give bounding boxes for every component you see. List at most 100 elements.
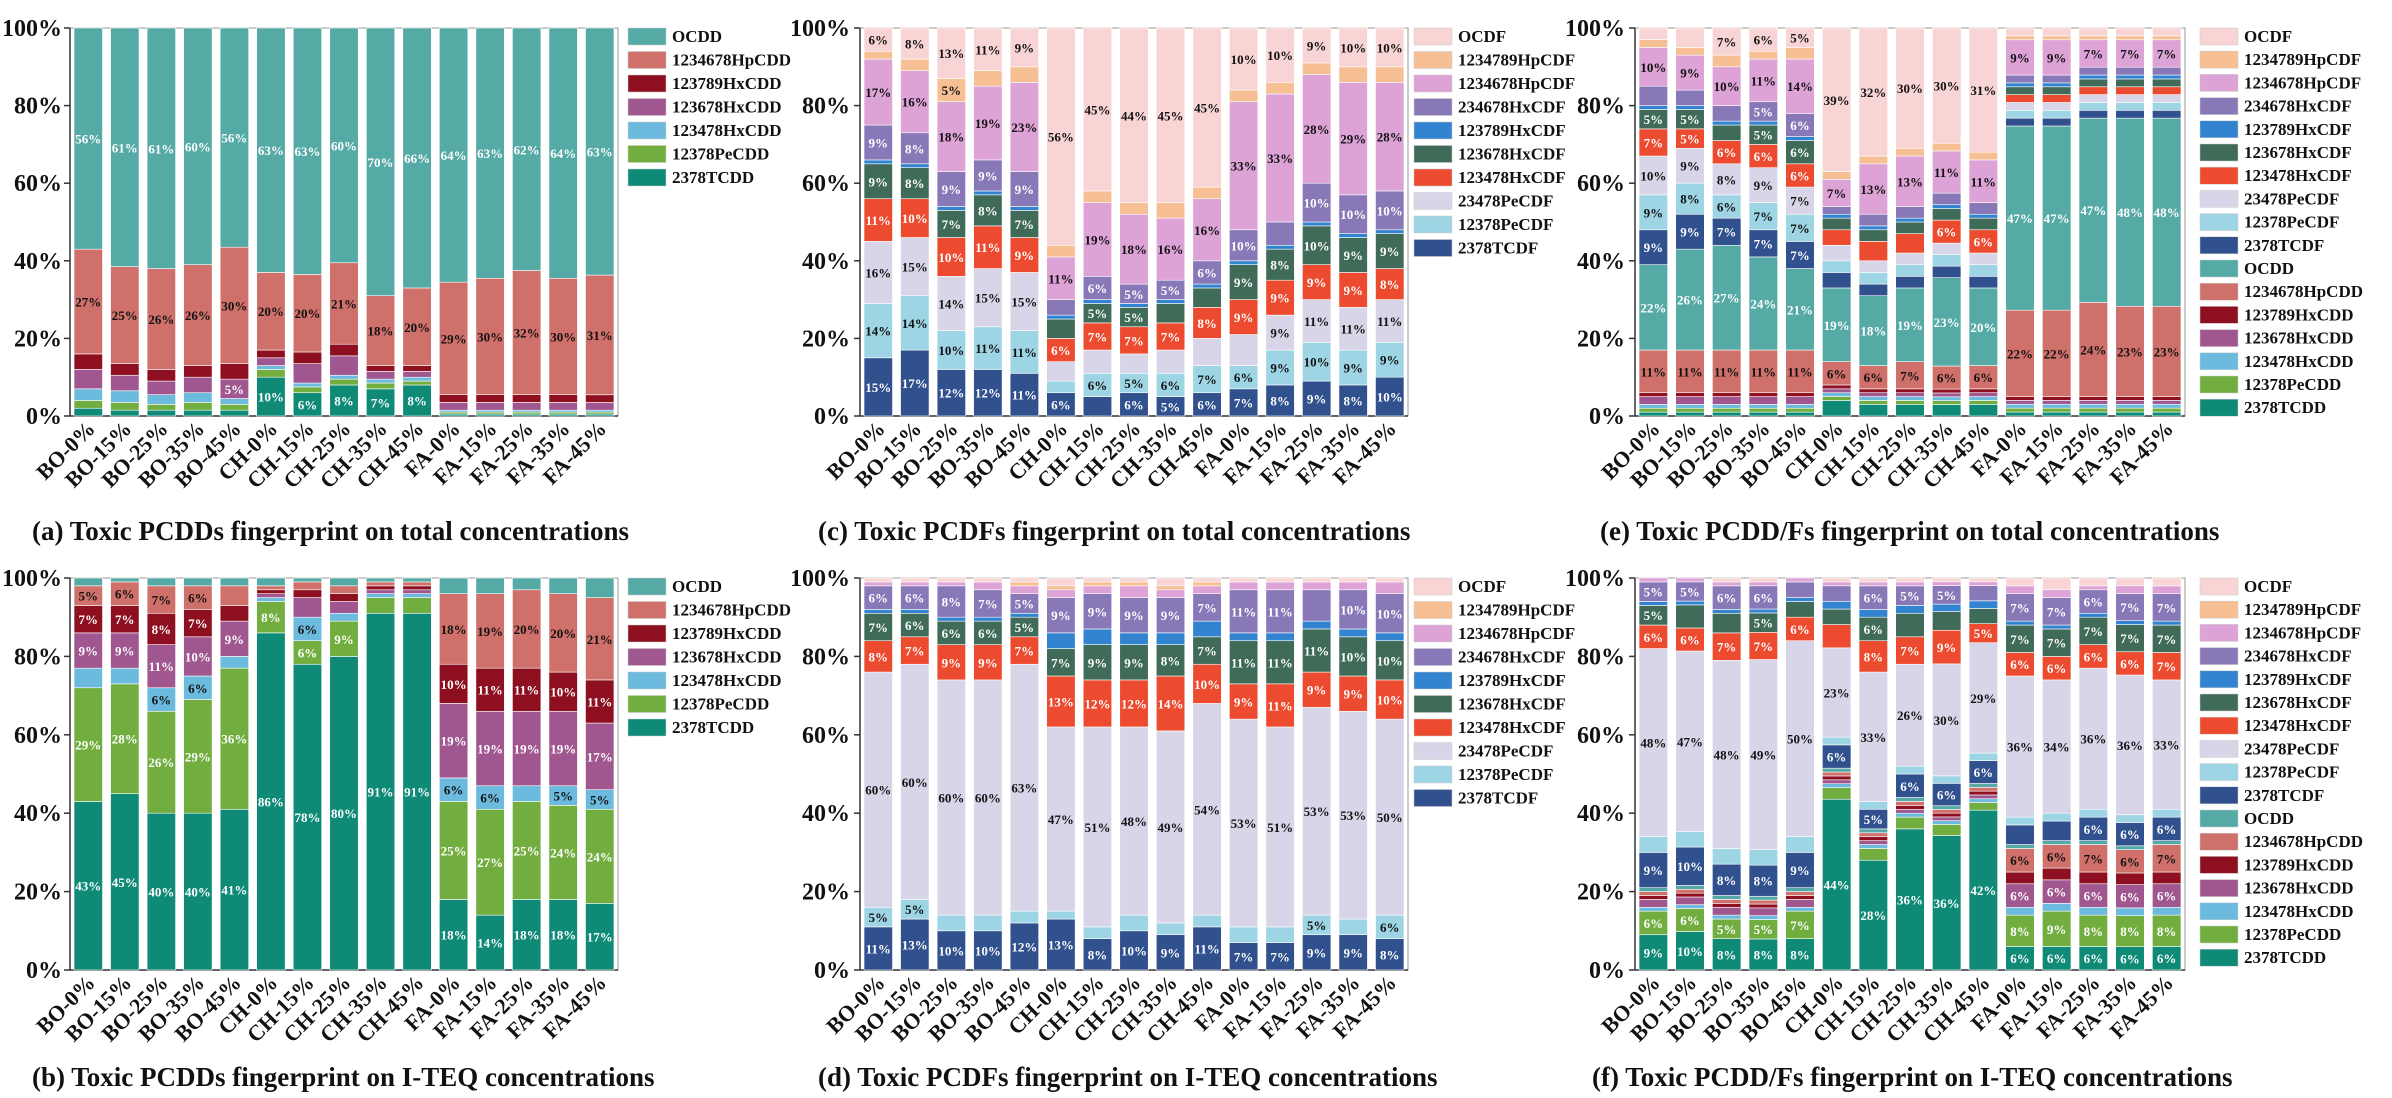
bar-segment bbox=[2115, 577, 2145, 587]
bar-segment bbox=[365, 585, 396, 591]
data-label: 60% bbox=[975, 791, 1001, 806]
bar-segment bbox=[1858, 213, 1888, 227]
bar-segment bbox=[475, 667, 505, 712]
legend-label: 1234678HpCDD bbox=[2244, 832, 2363, 851]
legend-label: 1234678HpCDF bbox=[1458, 624, 1575, 643]
bar-segment bbox=[2005, 35, 2035, 41]
data-label: 63% bbox=[587, 145, 613, 160]
data-label: 6% bbox=[2084, 595, 2104, 610]
bar-segment bbox=[1638, 411, 1668, 417]
bar-stack: 9%6%9%48%6%5%5% bbox=[1638, 577, 1668, 971]
legend-swatch bbox=[2199, 190, 2239, 208]
bar-segment bbox=[1712, 163, 1742, 196]
data-label: 9% bbox=[2010, 50, 2030, 65]
legend-swatch bbox=[627, 51, 667, 69]
bar-segment bbox=[292, 577, 323, 583]
bar-segment bbox=[439, 27, 469, 283]
bar-segment bbox=[1712, 407, 1742, 413]
data-label: 5% bbox=[1680, 132, 1700, 147]
bar-segment bbox=[1119, 914, 1149, 932]
bar-segment bbox=[329, 656, 359, 971]
bar-segment bbox=[1748, 58, 1778, 103]
data-label: 60% bbox=[902, 775, 928, 790]
bar-segment bbox=[1675, 885, 1705, 890]
data-label: 9% bbox=[1234, 275, 1254, 290]
bar-segment bbox=[1338, 918, 1368, 936]
chart-b: 0%20%40%60%80%100%43%29%9%7%5%BO-0%45%28… bbox=[2, 566, 791, 1092]
bar-segment bbox=[2042, 27, 2072, 37]
bar-segment bbox=[1638, 47, 1668, 87]
bar-segment bbox=[1895, 264, 1925, 277]
bar-stack: 10%6%10%47%6%5% bbox=[1675, 577, 1705, 971]
bar-segment bbox=[146, 394, 176, 405]
data-label: 10% bbox=[1640, 168, 1666, 183]
bar-segment bbox=[1338, 934, 1368, 971]
bar-segment bbox=[475, 577, 505, 594]
bar-segment bbox=[1155, 585, 1186, 591]
legend-swatch bbox=[2199, 600, 2239, 619]
bar-segment bbox=[146, 710, 176, 814]
bar-segment bbox=[1375, 66, 1405, 83]
bar-segment bbox=[1119, 326, 1149, 355]
data-label: 22% bbox=[2044, 346, 2070, 361]
chart-title: (c) Toxic PCDFs fingerprint on total con… bbox=[818, 516, 1410, 546]
data-label: 9% bbox=[1270, 361, 1290, 376]
data-label: 6% bbox=[188, 681, 208, 696]
bar-segment bbox=[1932, 277, 1962, 367]
bar-segment bbox=[1822, 767, 1852, 773]
bar-segment bbox=[365, 593, 396, 598]
legend-swatch bbox=[2199, 647, 2239, 665]
chart-title: (b) Toxic PCDDs fingerprint on I-TEQ con… bbox=[32, 1062, 655, 1092]
bar-segment bbox=[1675, 89, 1705, 106]
legend-label: 234678HxCDF bbox=[2244, 97, 2352, 116]
bar-segment bbox=[365, 612, 396, 971]
bar-segment bbox=[1082, 27, 1113, 192]
bar-stack: 11%26%9%8%9%5%5%9% bbox=[1675, 27, 1705, 417]
data-label: 33% bbox=[1860, 730, 1886, 745]
bar-segment bbox=[1858, 260, 1888, 273]
bar-stack: 23%48%7% bbox=[2152, 27, 2182, 417]
data-label: 11% bbox=[1341, 322, 1366, 337]
data-label: 9% bbox=[1644, 945, 1664, 960]
data-label: 6% bbox=[2047, 661, 2067, 676]
bar-segment bbox=[2078, 808, 2108, 818]
bar-segment bbox=[1009, 27, 1039, 68]
data-label: 21% bbox=[1787, 302, 1813, 317]
bar-segment bbox=[1082, 628, 1113, 645]
data-label: 18% bbox=[368, 324, 394, 339]
data-label: 5% bbox=[1015, 620, 1035, 635]
data-label: 10% bbox=[1377, 606, 1403, 621]
bar-segment bbox=[1895, 816, 1925, 830]
bar-segment bbox=[2005, 125, 2035, 311]
bar-segment bbox=[1638, 836, 1668, 853]
y-tick-label: 40% bbox=[1577, 801, 1625, 827]
data-label: 15% bbox=[975, 291, 1001, 306]
bar-stack: 6%19%7%39% bbox=[1822, 27, 1852, 417]
bar-segment bbox=[329, 601, 359, 614]
bar-segment bbox=[1046, 632, 1076, 649]
bar-segment bbox=[2115, 845, 2145, 850]
data-label: 44% bbox=[1121, 108, 1147, 123]
bar-segment bbox=[1858, 400, 1888, 405]
bar-segment bbox=[110, 402, 140, 411]
bar-segment bbox=[1229, 388, 1259, 417]
bar-segment bbox=[219, 620, 249, 657]
bar-stack: 7%53%9%11%11% bbox=[1229, 577, 1259, 971]
bar-segment bbox=[1785, 601, 1815, 618]
legend-label: 123478HxCDF bbox=[2244, 716, 2352, 735]
chart-a: 0%20%40%60%80%100%27%56%BO-0%25%61%BO-15… bbox=[2, 16, 791, 546]
bar-segment bbox=[1932, 611, 1962, 631]
bar-segment bbox=[1082, 581, 1113, 587]
bar-segment bbox=[1192, 186, 1222, 200]
data-label: 6% bbox=[480, 791, 500, 806]
data-label: 8% bbox=[1717, 873, 1737, 888]
bar-segment bbox=[1748, 404, 1778, 409]
data-label: 6% bbox=[1717, 199, 1737, 214]
bar-segment bbox=[2078, 840, 2108, 845]
data-label: 36% bbox=[2080, 732, 2106, 747]
bar-segment bbox=[110, 667, 140, 685]
bar-segment bbox=[1009, 206, 1039, 211]
bar-stack: 40%29%6%10%7%6% bbox=[183, 577, 213, 971]
bar-segment bbox=[900, 58, 930, 71]
data-label: 9% bbox=[1015, 248, 1035, 263]
